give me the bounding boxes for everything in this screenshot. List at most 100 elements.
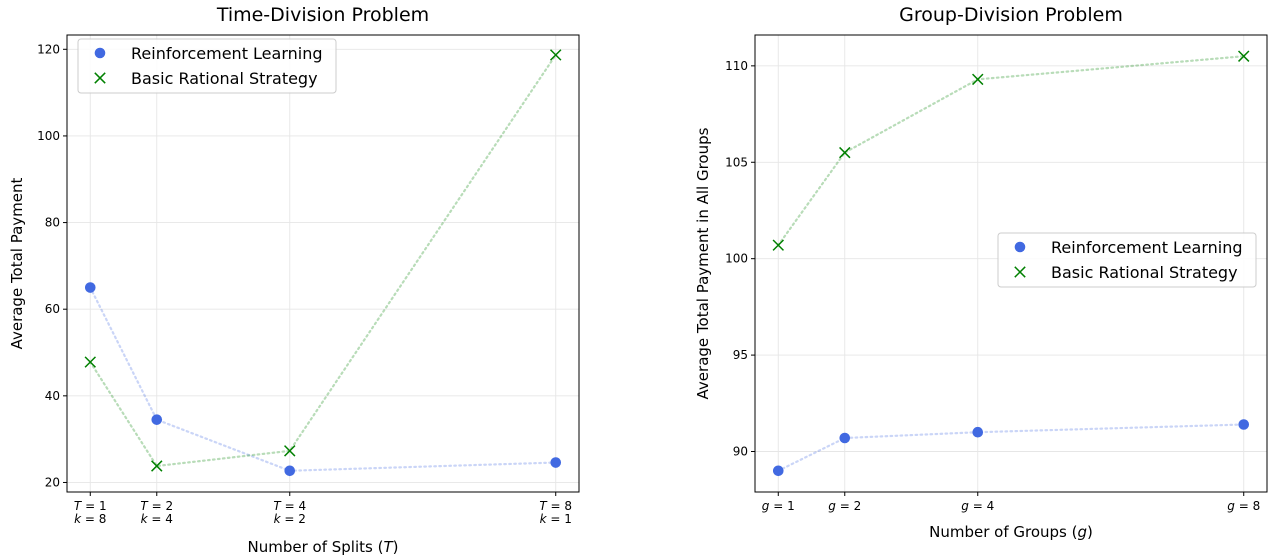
x-tick-variable: T [140,499,149,513]
series-line-rl [777,423,1245,472]
x-tick-value: 1 [99,499,107,513]
legend-marker-rl [94,47,106,59]
y-tick-label: 120 [37,42,60,56]
data-point-rl [84,282,96,293]
x-tick-variable: g [762,499,770,513]
x-tick-variable: T [539,499,548,513]
data-point-rl [151,414,163,425]
series-line-rl [89,286,557,472]
y-tick-label: 40 [45,389,60,403]
x-tick-equals: = [81,499,99,513]
data-point-brs [84,356,97,368]
x-tick-value: 4 [165,512,173,526]
data-point-brs [772,239,785,251]
chart-title: Group-Division Problem [899,4,1123,26]
data-point-brs [972,73,984,86]
legend-box [77,38,337,94]
legend-marker-brs [94,72,106,84]
y-tick-label: 105 [725,155,748,169]
x-tick-value: 8 [99,512,107,526]
data-point-brs [1237,50,1250,62]
x-tick-label: T = 2 [140,499,173,513]
data-point-rl [284,465,296,477]
legend-label: Basic Rational Strategy [131,69,318,88]
x-tick-value: 8 [1253,499,1261,513]
data-point-rl [772,465,784,477]
legend: Reinforcement Learning Basic Rational Str… [997,232,1257,288]
x-tick-value: 1 [787,499,795,513]
x-axis-label: Number of Splits (T) [248,538,399,556]
y-tick-label: 90 [733,445,748,459]
x-tick-equals: = [969,499,987,513]
x-axis-label-variable: T [383,538,394,556]
x-tick-label: g = 8 [1227,499,1260,513]
x-tick-equals: = [81,512,99,526]
y-axis-label: Average Total Payment [8,177,26,349]
series-line-brs [777,55,1245,247]
data-point-rl [550,457,562,468]
x-tick-value: 2 [298,512,306,526]
y-tick-label: 100 [37,129,60,143]
x-tick-label: k = 1 [540,512,572,526]
x-tick-value: 8 [564,499,572,513]
x-tick-label: k = 8 [74,512,106,526]
x-tick-equals: = [148,499,166,513]
x-tick-variable: g [828,499,836,513]
x-tick-equals: = [1235,499,1253,513]
legend-label: Reinforcement Learning [131,44,323,63]
x-tick-equals: = [836,499,854,513]
x-tick-label: g = 4 [961,499,994,513]
data-point-rl [1238,419,1250,430]
x-tick-variable: k [74,512,82,526]
y-tick-label: 100 [725,252,748,266]
x-axis-label-variable: g [1077,523,1087,541]
x-tick-variable: k [141,512,149,526]
x-tick-label: g = 1 [762,499,795,513]
x-tick-variable: g [961,499,969,513]
legend: Reinforcement Learning Basic Rational Str… [77,38,337,94]
x-axis-label-suffix: ) [1087,523,1093,541]
x-axis-label-text: Number of Splits ( [248,538,384,556]
y-axis-label: Average Total Payment in All Groups [694,127,712,399]
y-tick-label: 95 [733,348,748,362]
x-tick-equals: = [547,499,565,513]
legend-label: Basic Rational Strategy [1051,263,1238,282]
x-tick-value: 4 [987,499,995,513]
data-point-brs [284,445,296,457]
y-tick-label: 80 [45,216,60,230]
x-tick-equals: = [769,499,787,513]
x-tick-equals: = [281,512,299,526]
x-axis-label-suffix: ) [393,538,399,556]
data-point-brs [549,49,562,61]
x-tick-label: T = 4 [273,499,306,513]
data-point-brs [151,460,163,472]
x-tick-variable: g [1227,499,1235,513]
x-tick-value: 2 [854,499,862,513]
x-tick-value: 4 [298,499,306,513]
legend-box [997,232,1257,288]
x-tick-variable: T [273,499,282,513]
series-line-brs [89,53,557,468]
chart-title: Time-Division Problem [216,4,429,26]
x-tick-value: 1 [564,512,572,526]
axes-frame [66,34,580,493]
data-point-brs [839,146,851,159]
y-tick-label: 20 [45,475,60,489]
x-tick-equals: = [281,499,299,513]
legend-label: Reinforcement Learning [1051,238,1243,257]
x-tick-label: k = 2 [274,512,306,526]
data-point-rl [839,432,851,444]
x-tick-variable: k [540,512,548,526]
legend-marker-rl [1014,241,1026,253]
x-tick-variable: k [274,512,282,526]
x-tick-label: k = 4 [141,512,173,526]
x-tick-label: T = 8 [539,499,572,513]
x-tick-equals: = [148,512,166,526]
x-tick-value: 2 [165,499,173,513]
y-tick-label: 110 [725,59,748,73]
x-tick-variable: T [74,499,83,513]
axes-frame [754,34,1268,493]
